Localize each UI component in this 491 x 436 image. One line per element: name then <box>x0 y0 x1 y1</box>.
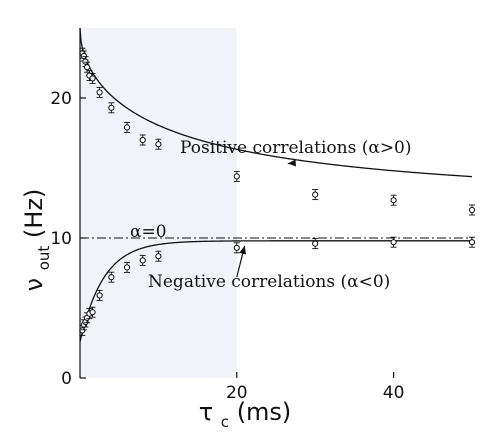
data-point <box>108 271 115 283</box>
data-marker <box>89 309 96 316</box>
data-point <box>108 102 115 114</box>
annotation-negative-correlations: Negative correlations (α<0) <box>148 272 390 292</box>
data-marker <box>312 240 319 247</box>
data-marker <box>468 206 476 214</box>
data-marker <box>233 244 240 251</box>
data-point <box>86 308 93 320</box>
data-point <box>390 194 397 206</box>
x-tick-label: 40 <box>383 383 405 403</box>
data-marker <box>83 64 91 71</box>
x-axis-title-unit: (ms) <box>237 398 292 426</box>
data-marker <box>96 292 103 299</box>
data-point <box>96 86 103 98</box>
data-point <box>233 170 240 182</box>
shaded-region <box>80 28 237 378</box>
data-marker <box>139 257 146 264</box>
data-point <box>312 189 319 201</box>
data-marker <box>233 173 240 180</box>
y-tick-label: 20 <box>50 89 72 109</box>
y-axis-title-subscript: out <box>35 246 53 271</box>
data-point <box>233 242 240 254</box>
data-point <box>139 134 146 146</box>
x-tick-label: 20 <box>226 383 248 403</box>
x-axis-title-symbol: τ <box>199 398 213 426</box>
data-point <box>96 289 103 301</box>
fit-curve-positive <box>79 27 473 178</box>
data-marker <box>390 239 397 246</box>
y-axis-title: ν out (Hz) <box>20 189 55 292</box>
arrow-head <box>287 159 296 167</box>
data-point <box>123 261 131 273</box>
y-tick-label: 0 <box>61 369 72 389</box>
data-marker <box>468 239 476 246</box>
reference-line-label: α=0 <box>130 222 167 242</box>
y-tick-label: 10 <box>50 229 72 249</box>
data-marker <box>123 264 131 271</box>
data-marker <box>96 89 103 96</box>
data-point <box>123 121 131 133</box>
data-marker <box>89 75 96 82</box>
y-axis-title-unit: (Hz) <box>20 189 48 238</box>
data-point <box>89 306 96 318</box>
y-axis-title-symbol: ν <box>20 278 48 291</box>
data-marker <box>155 141 162 148</box>
data-point <box>468 204 476 216</box>
data-point <box>89 72 96 84</box>
annotation-positive-correlations: Positive correlations (α>0) <box>180 138 412 158</box>
data-point <box>468 236 476 248</box>
arrow-head <box>239 245 247 255</box>
data-marker <box>123 124 131 131</box>
arrow-positive <box>287 159 296 167</box>
data-point <box>155 138 162 150</box>
data-marker <box>312 191 319 198</box>
fit-curve-negative <box>79 240 472 342</box>
x-axis-title-subscript: c <box>221 413 229 431</box>
arrow-negative <box>236 245 247 278</box>
data-point <box>390 236 397 248</box>
data-marker <box>139 136 146 144</box>
data-point <box>139 254 146 266</box>
data-point <box>312 238 319 250</box>
x-axis-title: τ c (ms) <box>199 398 292 433</box>
data-marker <box>108 104 115 111</box>
data-point <box>155 250 162 262</box>
data-marker <box>155 253 162 260</box>
data-marker <box>390 197 397 204</box>
data-marker <box>108 274 115 281</box>
svg-text:ν out (Hz): ν out (Hz) <box>20 189 55 292</box>
